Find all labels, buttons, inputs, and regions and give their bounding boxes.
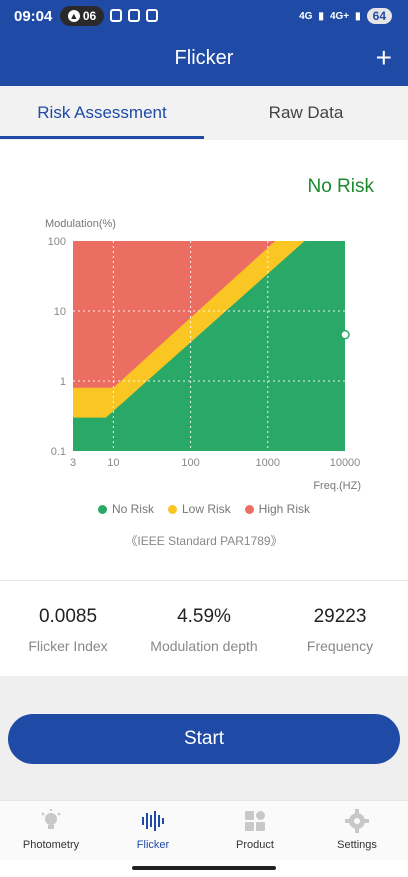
nav-label: Settings (337, 839, 377, 851)
gesture-bar (0, 860, 408, 877)
measurement-marker (340, 329, 350, 340)
metric-frequency: 29223 Frequency (272, 606, 408, 654)
signal-icon: ▮ (318, 10, 324, 22)
tab-raw-data[interactable]: Raw Data (268, 103, 344, 122)
start-button[interactable]: Start (8, 714, 400, 764)
metric-value: 4.59% (177, 606, 231, 627)
x-tick-label: 10 (107, 457, 119, 469)
legend-item-no-risk: No Risk (97, 502, 154, 516)
nav-label: Product (236, 839, 274, 851)
home-indicator (132, 866, 276, 870)
nav-photometry[interactable]: Photometry (0, 809, 102, 851)
metric-label: Modulation depth (150, 638, 258, 654)
grid-icon (245, 811, 265, 831)
tab-indicator (0, 136, 204, 139)
metric-label: Flicker Index (28, 638, 108, 654)
legend-label-high-risk: High Risk (258, 502, 311, 516)
gear-icon (345, 809, 369, 833)
triangle-icon: ▲ (67, 10, 80, 22)
bottom-nav: Photometry Flicker Product S (0, 800, 408, 861)
legend-swatch-high-risk (244, 504, 254, 514)
x-tick-label: 100 (181, 457, 199, 469)
x-tick-label: 1000 (256, 457, 280, 469)
status-right: 4G ▮ 4G+ ▮ 64 (299, 8, 392, 24)
standard-note: 《IEEE Standard PAR1789》 (125, 534, 283, 548)
network-label-1: 4G (299, 10, 313, 22)
metric-label: Frequency (306, 638, 374, 654)
y-axis-label: Modulation(%) (45, 218, 116, 230)
divider (0, 580, 408, 581)
metric-modulation-depth: 4.59% Modulation depth (136, 606, 272, 654)
legend-item-low-risk: Low Risk (167, 502, 231, 516)
nav-flicker[interactable]: Flicker (102, 809, 204, 851)
legend-label-low-risk: Low Risk (181, 502, 231, 516)
page-title: Flicker (174, 47, 234, 69)
y-tick-label: 1 (60, 376, 66, 388)
add-button[interactable]: + (375, 42, 392, 73)
nav-settings[interactable]: Settings (306, 809, 408, 851)
x-axis-label: Freq.(HZ) (313, 480, 361, 492)
nav-label: Photometry (22, 839, 80, 851)
chart-svg: 3 10 100 1000 10000 100 10 1 0.1 Modulation(%) Fre… (45, 218, 361, 492)
x-tick-label: 3 (70, 457, 76, 469)
y-tick-label: 100 (48, 236, 66, 248)
battery-badge: 64 (366, 8, 392, 24)
flicker-risk-chart: 3 10 100 1000 10000 100 10 1 0.1 Modulation(%) Fre… (0, 205, 408, 505)
chart-legend: No Risk Low Risk High Risk (0, 502, 408, 516)
y-tick-label: 10 (54, 306, 66, 318)
metric-flicker-index: 0.0085 Flicker Index (0, 606, 136, 654)
bulb-icon (41, 809, 61, 829)
legend-swatch-no-risk (97, 504, 107, 514)
nav-product[interactable]: Product (204, 809, 306, 851)
pill-text: 06 (82, 9, 97, 23)
network-label-2: 4G+ (329, 10, 350, 22)
x-tick-label: 10000 (330, 457, 361, 469)
scan-icon (110, 9, 122, 22)
no-risk-region (73, 241, 345, 451)
status-time: 09:04 (14, 8, 53, 25)
status-bar: 09:04 ▲ 06 4G ▮ 4G+ ▮ 64 (0, 0, 408, 34)
notification-pill: ▲ 06 (60, 6, 104, 26)
signal-icon: ▮ (355, 10, 361, 22)
legend-item-high-risk: High Risk (244, 502, 311, 516)
alarm-icon (128, 9, 140, 22)
shield-icon (146, 9, 158, 22)
metric-value: 29223 (313, 606, 367, 627)
metric-value: 0.0085 (38, 606, 98, 627)
waveform-icon (142, 811, 164, 831)
y-tick-label: 0.1 (51, 446, 66, 458)
legend-label-no-risk: No Risk (111, 502, 154, 516)
legend-swatch-low-risk (167, 504, 177, 514)
status-icons (110, 9, 158, 22)
risk-result: No Risk (307, 176, 374, 197)
nav-label: Flicker (136, 839, 170, 851)
app-bar: Flicker + (0, 34, 408, 86)
tab-risk-assessment[interactable]: Risk Assessment (37, 103, 167, 122)
tab-bar: Risk Assessment Raw Data (0, 86, 408, 140)
